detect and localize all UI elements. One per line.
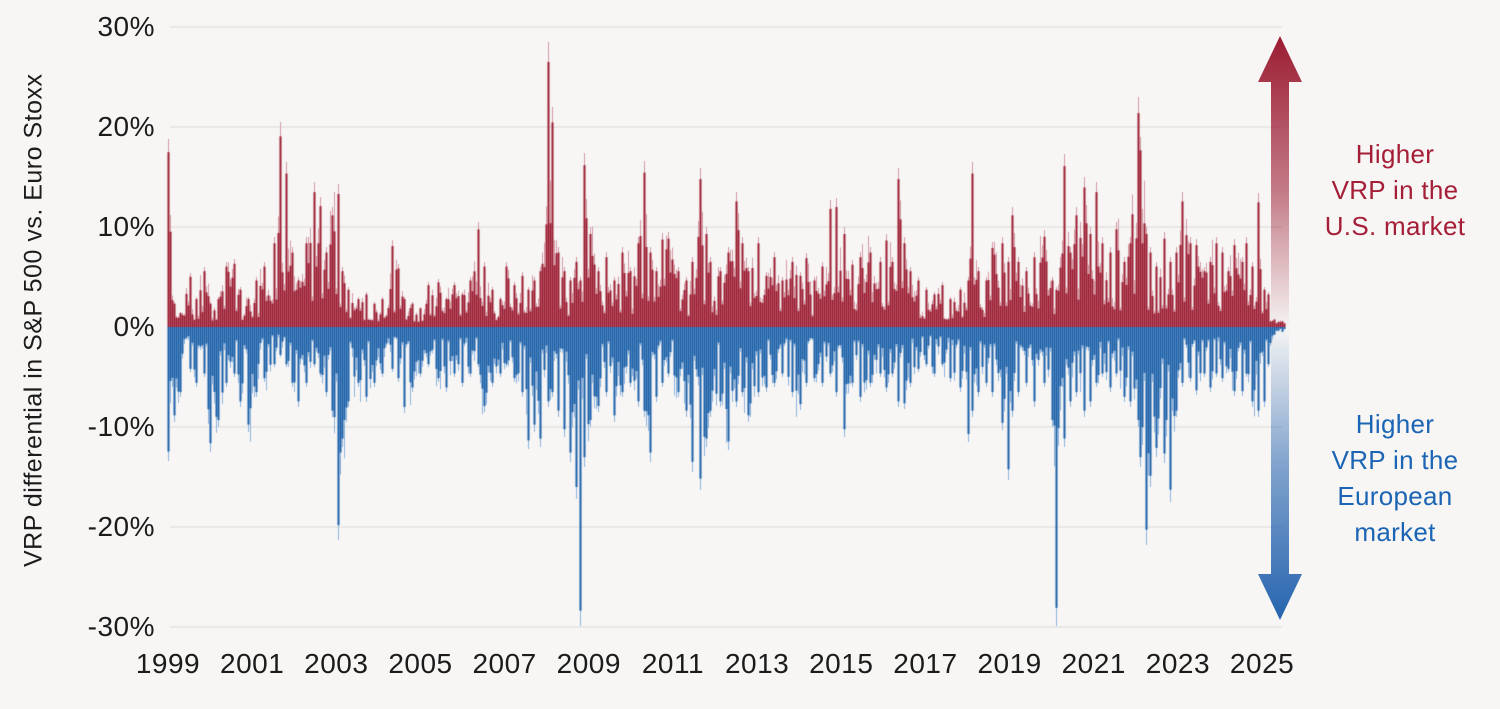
direction-arrows xyxy=(1258,36,1302,620)
x-tick-label: 2015 xyxy=(809,648,874,679)
y-tick-label: -20% xyxy=(87,511,155,542)
x-tick-label: 2007 xyxy=(472,648,537,679)
x-tick-label: 2021 xyxy=(1061,648,1126,679)
x-tick-label: 2017 xyxy=(893,648,958,679)
us-market-annotation: Higher VRP in the U.S. market xyxy=(1324,139,1466,241)
x-tick-label: 1999 xyxy=(135,648,201,679)
y-axis-tick-labels: 30% 20% 10% 0% -10% -20% -30% xyxy=(45,0,155,660)
x-tick-label: 2019 xyxy=(977,648,1042,679)
x-tick-label: 2011 xyxy=(641,648,705,679)
x-tick-label: 2013 xyxy=(724,648,790,679)
y-tick-label: 30% xyxy=(97,11,155,42)
x-tick-label: 2009 xyxy=(556,648,621,679)
europe-market-annotation: Higher VRP in the European market xyxy=(1331,409,1459,547)
up-arrow-icon xyxy=(1258,36,1302,325)
y-tick-label: -10% xyxy=(87,411,155,442)
down-arrow-icon xyxy=(1258,330,1302,620)
x-tick-label: 2001 xyxy=(220,648,285,679)
y-tick-label: 10% xyxy=(97,211,155,242)
x-axis-tick-labels: 1999 2001 2003 2005 2007 2009 2011 2013 2015 2017… xyxy=(0,648,1500,688)
x-tick-label: 2003 xyxy=(304,648,369,679)
y-tick-label: 0% xyxy=(113,311,155,342)
y-tick-label: -30% xyxy=(87,611,155,642)
y-tick-label: 20% xyxy=(97,111,155,142)
x-tick-label: 2005 xyxy=(388,648,453,679)
vrp-bars-canvas xyxy=(160,20,1290,635)
x-tick-label: 2023 xyxy=(1145,648,1211,679)
x-tick-label: 2025 xyxy=(1229,648,1295,679)
